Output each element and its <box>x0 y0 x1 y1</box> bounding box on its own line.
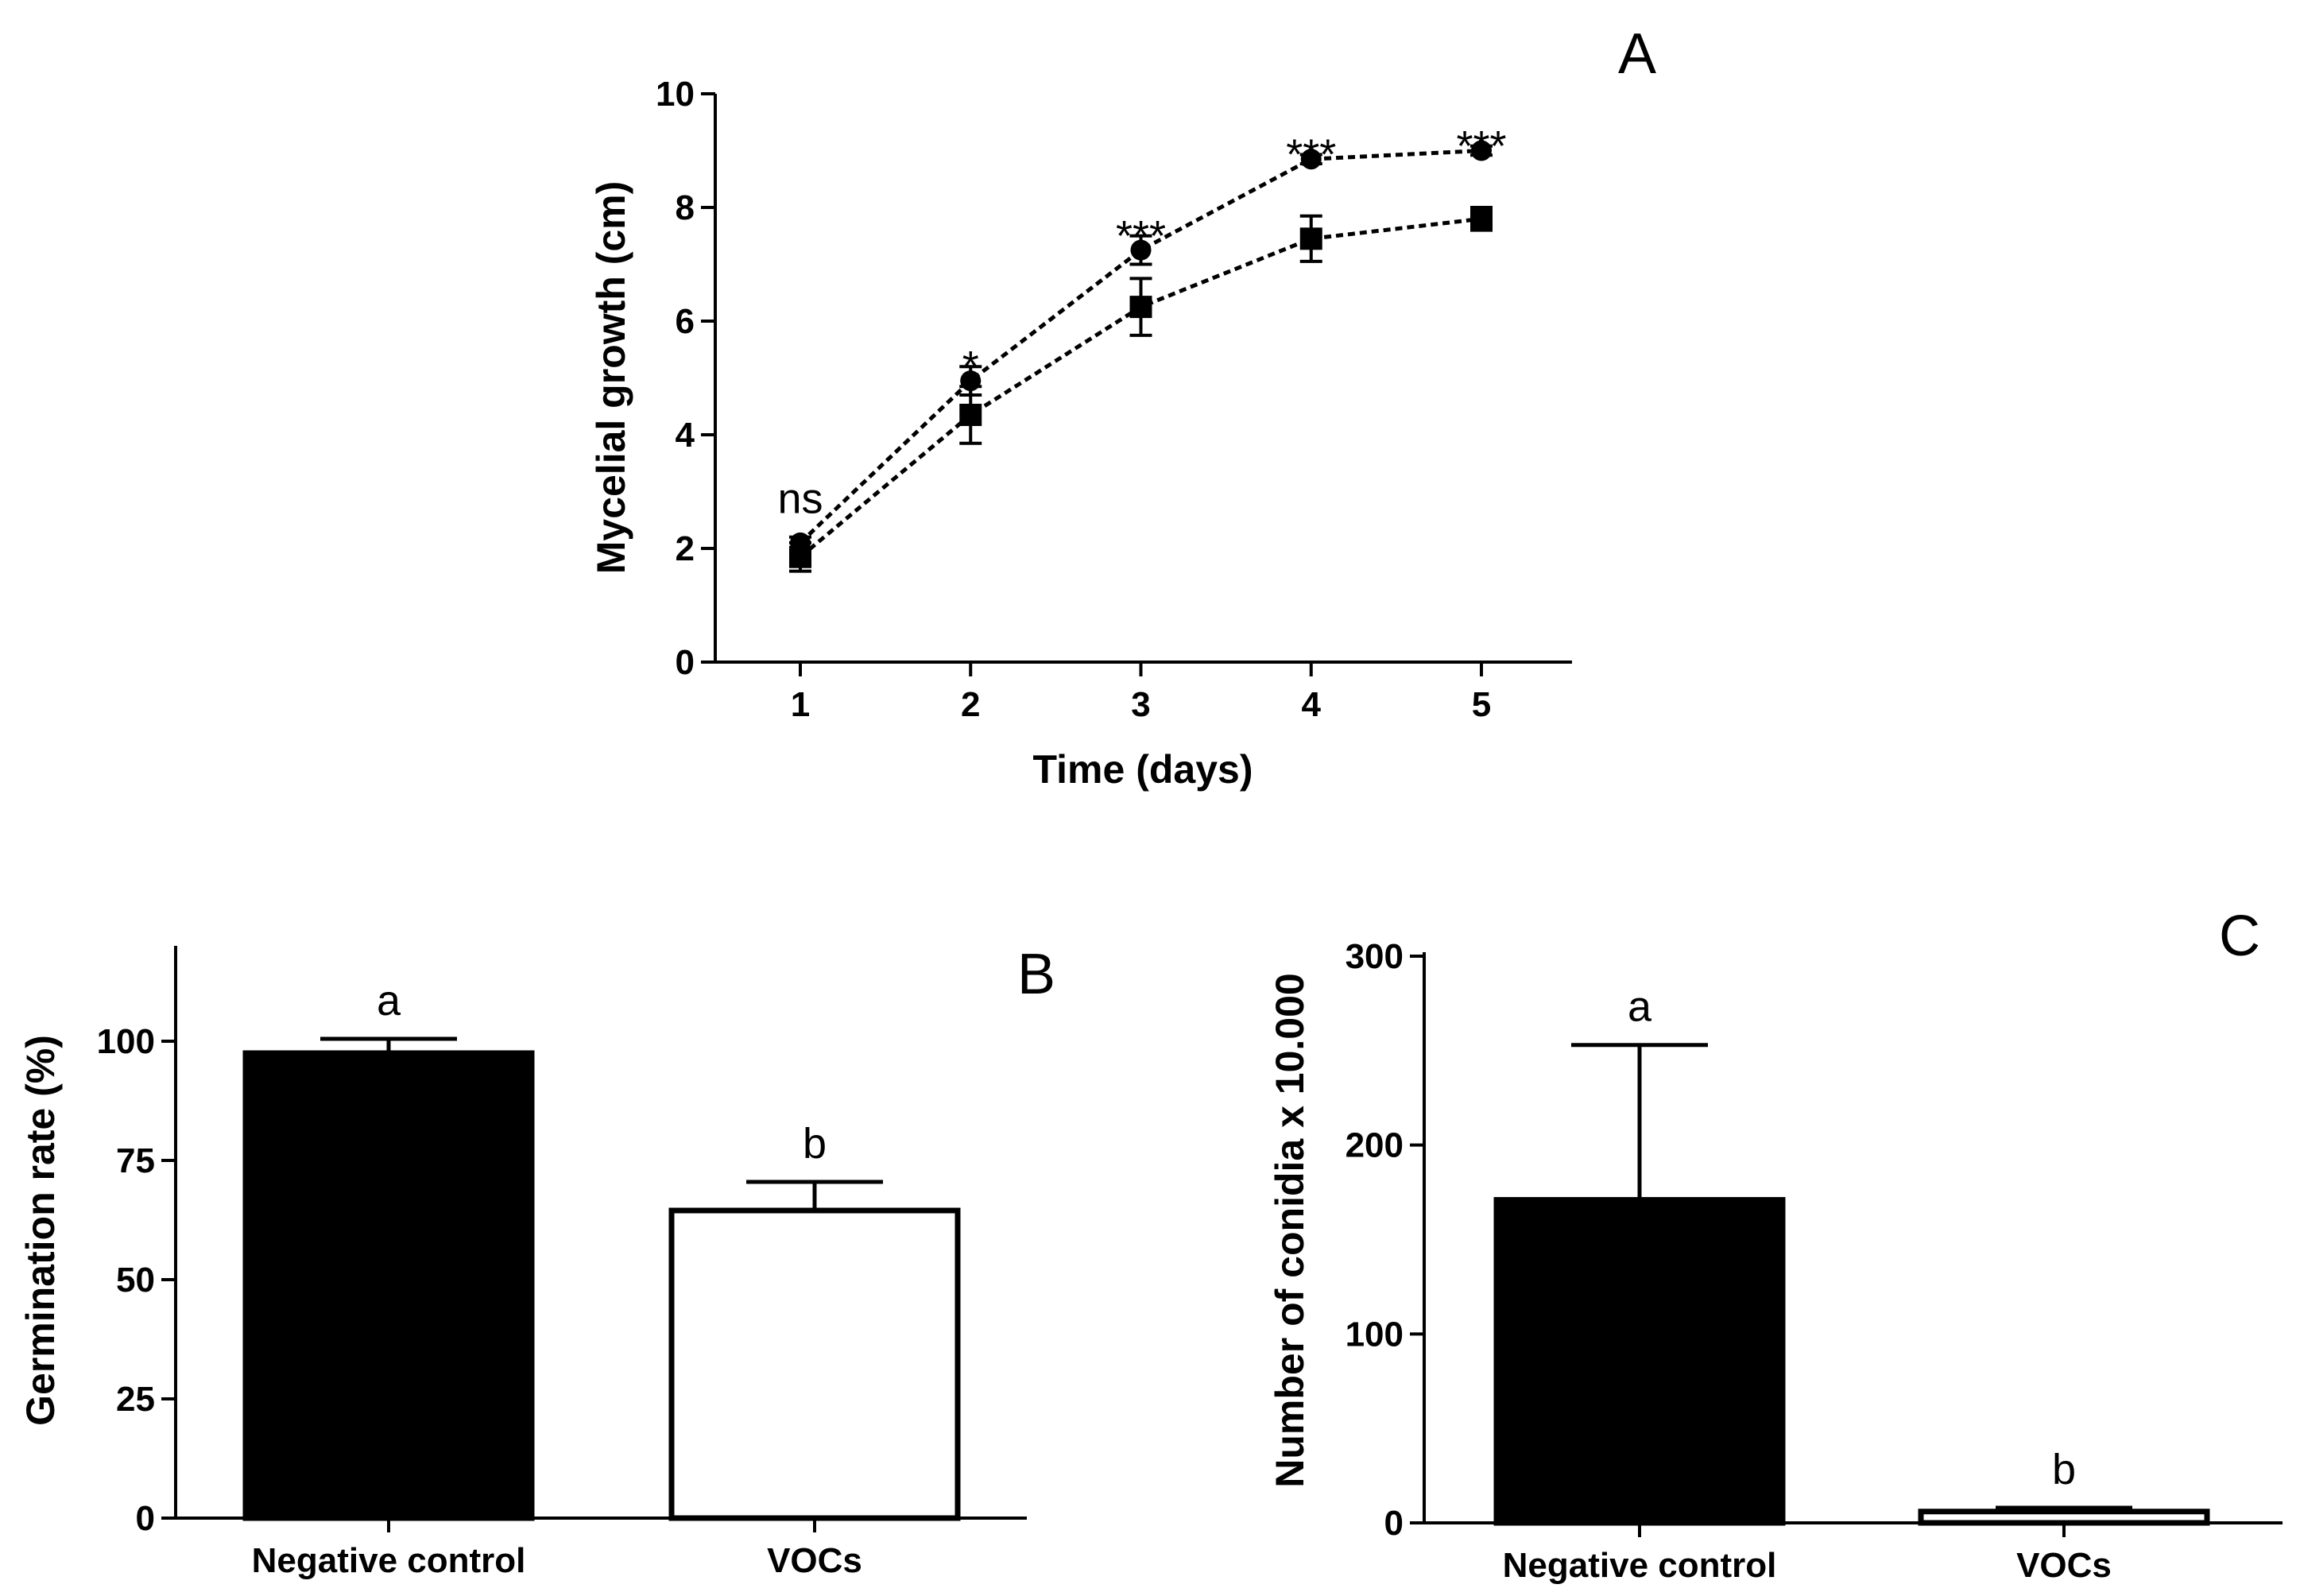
panel-c-y-ticks: 0 100 200 300 <box>1346 937 1424 1543</box>
panel-c-y-tick-label: 100 <box>1346 1315 1404 1354</box>
panel-a-x-tick-label: 5 <box>1472 685 1491 724</box>
panel-c-x-tick-label: VOCs <box>2016 1546 2112 1585</box>
panel-b-x-tick-label: Negative control <box>252 1541 526 1580</box>
panel-a-significance: ns******* *** <box>777 122 1506 523</box>
panel-a-y-tick-label: 10 <box>656 75 695 114</box>
panel-b-y-ticks: 0 25 50 75 100 <box>97 1022 176 1538</box>
panel-c-bar <box>1493 1197 1786 1526</box>
panel-a-x-tick-label: 1 <box>791 685 810 724</box>
panel-b-group-letter: a <box>377 977 401 1025</box>
panel-c-y-tick-label: 0 <box>1384 1504 1404 1543</box>
panel-c-group-letter: b <box>2052 1446 2076 1493</box>
panel-a-x-tick-label: 2 <box>961 685 980 724</box>
panel-a-significance-label: *** <box>1116 212 1166 260</box>
panel-a-point-square <box>1470 207 1493 230</box>
panel-a-markers <box>789 140 1493 568</box>
panel-c-y-tick-label: 300 <box>1346 937 1404 976</box>
panel-a-significance-label: *** <box>1286 131 1336 179</box>
panel-c-x-ticks: Negative control VOCs <box>1503 1523 2112 1585</box>
panel-a-significance-label: ns <box>777 475 823 523</box>
panel-a-point-circle <box>1130 239 1152 261</box>
panel-a-x-tick-label: 3 <box>1131 685 1150 724</box>
panel-a-significance-label: *** <box>1456 122 1506 170</box>
panel-b-bar <box>668 1207 961 1521</box>
panel-a-y-tick-label: 4 <box>676 416 695 455</box>
panel-a-y-tick-label: 8 <box>676 188 695 227</box>
panel-a-point-circle <box>1300 149 1322 170</box>
panel-c-bars: ab <box>1493 983 2210 1526</box>
panel-c-y-axis-title: Number of conidia x 10.000 <box>1268 973 1312 1487</box>
panel-b-y-axis-title: Germination rate (%) <box>18 1035 63 1426</box>
panel-b-x-ticks: Negative control VOCs <box>252 1518 862 1580</box>
panel-a-point-square <box>789 545 811 568</box>
panel-b-y-tick-label: 25 <box>116 1380 155 1419</box>
panel-b-y-tick-label: 0 <box>136 1499 155 1538</box>
panel-a-y-tick-label: 2 <box>676 529 695 568</box>
panel-a-y-ticks: 0 2 4 6 8 10 <box>656 75 715 682</box>
panel-b-x-tick-label: VOCs <box>767 1541 862 1580</box>
panel-b-label: B <box>1017 943 1055 1006</box>
panel-a-point-circle <box>1471 140 1492 161</box>
panel-b-bars: ab <box>242 977 961 1521</box>
panel-a-point-square <box>1299 227 1322 250</box>
panel-a-x-ticks: 1 2 3 4 5 <box>791 662 1491 724</box>
panel-b-y-tick-label: 50 <box>116 1261 155 1300</box>
panel-a-y-tick-label: 0 <box>676 643 695 682</box>
panel-a-y-tick-label: 6 <box>676 302 695 341</box>
panel-a-label: A <box>1618 22 1656 86</box>
panel-c-bar <box>1918 1509 2210 1526</box>
panel-c-y-tick-label: 200 <box>1346 1126 1404 1165</box>
panel-a-series-line-circle <box>799 149 1482 544</box>
panel-a-significance-label: * <box>962 343 979 390</box>
panel-b-y-tick-label: 75 <box>116 1141 155 1180</box>
panel-c-x-tick-label: Negative control <box>1503 1546 1777 1585</box>
panel-b-group-letter: b <box>803 1120 827 1168</box>
panel-a-point-square <box>1129 296 1152 319</box>
panel-c-group-letter: a <box>1628 983 1652 1031</box>
panel-a-y-axis-title: Mycelial growth (cm) <box>589 181 633 575</box>
panel-a-x-axis-title: Time (days) <box>1033 747 1253 792</box>
panel-a-x-tick-label: 4 <box>1302 685 1322 724</box>
panel-a-point-circle <box>960 370 982 392</box>
panel-a-point-square <box>959 403 982 426</box>
panel-c-label: C <box>2219 905 2260 968</box>
panel-b-y-tick-label: 100 <box>97 1022 155 1061</box>
panel-b-bar <box>242 1050 535 1521</box>
